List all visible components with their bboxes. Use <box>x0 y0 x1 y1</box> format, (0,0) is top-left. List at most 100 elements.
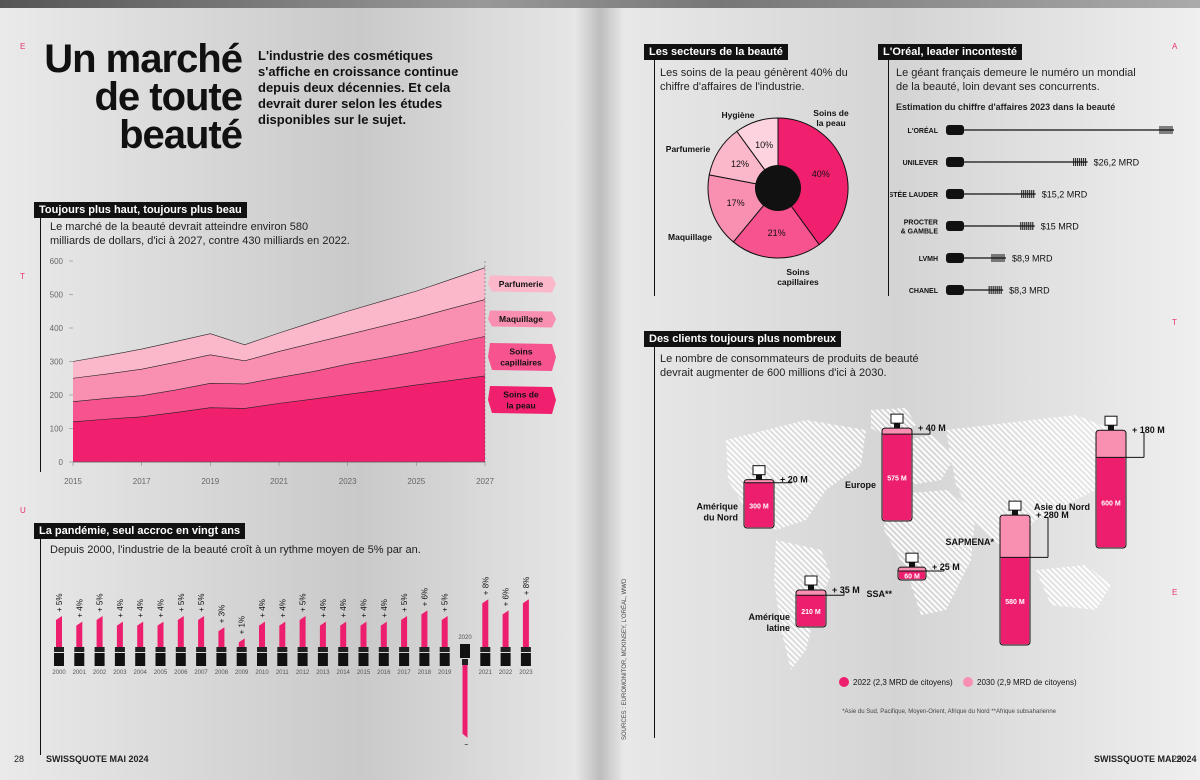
increase-label: + 25 M <box>932 562 960 572</box>
pie-category-label: Soins <box>786 267 809 277</box>
clients-section-title: Des clients toujours plus nombreux <box>644 331 842 347</box>
company-label: L'ORÉAL <box>908 126 939 135</box>
area-series-line <box>72 299 486 379</box>
year-label: 2007 <box>194 670 208 676</box>
pie-category-label: la peau <box>816 118 845 128</box>
sectors-section-rule <box>654 56 655 296</box>
revenue-label: $8,9 MRD <box>1012 254 1053 264</box>
flask-neck <box>909 562 915 568</box>
lipstick-case <box>155 647 166 652</box>
mascara-cap <box>946 253 964 263</box>
area-section-title: Toujours plus haut, toujours plus beau <box>34 202 247 218</box>
x-tick-label: 2025 <box>407 477 425 486</box>
company-label: CHANEL <box>909 288 939 295</box>
flask-2022 <box>797 595 825 626</box>
lipstick-tube <box>175 653 186 666</box>
lipstick-bar <box>96 616 103 647</box>
flask-cap <box>752 465 766 476</box>
lipstick-tube <box>277 653 288 666</box>
value-label: 210 M <box>801 609 821 616</box>
growth-label: + 4% <box>319 599 328 617</box>
page-number-right: 29 <box>1172 754 1183 764</box>
lipstick-bar <box>421 610 428 647</box>
pie-value-label: 10% <box>755 140 773 150</box>
growth-label: + 5% <box>177 594 186 612</box>
flask-2022 <box>745 482 773 527</box>
revenue-label: $26,2 MRD <box>1094 158 1140 168</box>
region-label: du Nord <box>704 513 739 523</box>
growth-label: + 4% <box>157 599 166 617</box>
top-bar <box>0 0 1200 8</box>
lipstick-tube <box>500 653 511 666</box>
value-label: 60 M <box>904 573 920 580</box>
pandemic-section-text: Depuis 2000, l'industrie de la beauté cr… <box>50 544 421 556</box>
x-tick-label: 2017 <box>133 477 151 486</box>
pie-value-label: 17% <box>727 198 745 208</box>
region-label: Asie du Nord <box>1034 502 1090 512</box>
flask-cap <box>1104 415 1118 426</box>
lipstick-tube <box>439 653 450 666</box>
lipstick-bar <box>157 621 164 647</box>
page-title: Un marché de toute beauté <box>44 37 243 157</box>
revenue-label: $15,2 MRD <box>1042 190 1088 200</box>
growth-label: + 4% <box>360 599 369 617</box>
lipstick-bar <box>441 616 448 647</box>
pandemic-section-title: La pandémie, seul accroc en vingt ans <box>34 523 246 539</box>
sectors-section-title: Les secteurs de la beauté <box>644 44 788 60</box>
legend-label-2022: 2022 (2,3 MRD de citoyens) <box>853 678 953 687</box>
legend-brush <box>488 275 556 293</box>
growth-label: + 8% <box>481 577 490 595</box>
lipstick-bar <box>198 616 205 647</box>
area-series-line <box>72 336 486 402</box>
lipstick-case <box>135 647 146 652</box>
growth-label: + 5% <box>55 594 64 612</box>
flask-2022 <box>1001 557 1029 644</box>
value-label: 575 M <box>887 476 907 483</box>
company-label: PROCTER <box>904 220 938 227</box>
year-label: 2000 <box>52 670 66 676</box>
growth-label: + 4% <box>380 599 389 617</box>
lipstick-case <box>439 647 450 652</box>
growth-label: + 4% <box>258 599 267 617</box>
lipstick-case <box>317 647 328 652</box>
value-label: 300 M <box>749 503 769 510</box>
legend-label: Maquillage <box>499 314 543 324</box>
area-section-text: Le marché de la beauté devrait atteindre… <box>50 221 350 247</box>
increase-label: + 40 M <box>918 423 946 433</box>
sources-note: SOURCES : EUROMONITOR, MCKINSEY, L'ORÉAL… <box>622 578 628 740</box>
magazine-name-left: SWISSQUOTE MAI 2024 <box>46 754 149 764</box>
mascara-cap <box>946 125 964 135</box>
growth-label: + 4% <box>136 599 145 617</box>
year-label: 2002 <box>93 670 107 676</box>
lipstick-chart: 2000 + 5% 2001 + 4% 2002 + 5% 2003 + 4% 2004 + 4%… <box>52 577 533 745</box>
lipstick-tube <box>297 653 308 666</box>
y-tick-label: 200 <box>50 391 64 400</box>
lipstick-bar <box>137 621 144 647</box>
mascara-cap <box>946 189 964 199</box>
growth-label: + 5% <box>441 594 450 612</box>
flask-neck <box>894 423 900 429</box>
flask-neck <box>756 474 762 480</box>
loreal-mascara-chart: L'ORÉAL$44,5 MRDUNILEVER$26,2 MRDESTÉE L… <box>890 125 1174 296</box>
increase-label: + 20 M <box>780 475 808 485</box>
side-letter-3: U <box>20 506 26 515</box>
lipstick-case <box>216 647 227 652</box>
flask-neck <box>1108 425 1114 431</box>
increase-label: + 35 M <box>832 585 860 595</box>
company-label: ESTÉE LAUDER <box>890 190 938 199</box>
lipstick-bar <box>259 621 265 647</box>
growth-label: + 8% <box>522 577 531 595</box>
side-letter-1: E <box>20 42 26 51</box>
flask-neck <box>808 585 814 591</box>
flask-2022 <box>1097 457 1125 547</box>
growth-label: + 4% <box>116 599 125 617</box>
lipstick-tube <box>257 653 267 666</box>
lipstick-bar <box>238 638 245 647</box>
lipstick-case <box>54 647 64 652</box>
lipstick-tube <box>317 653 328 666</box>
flask-cap <box>890 413 904 424</box>
lipstick-bar <box>401 616 408 647</box>
growth-label: + 3% <box>217 605 226 623</box>
year-label: 2013 <box>316 670 330 676</box>
